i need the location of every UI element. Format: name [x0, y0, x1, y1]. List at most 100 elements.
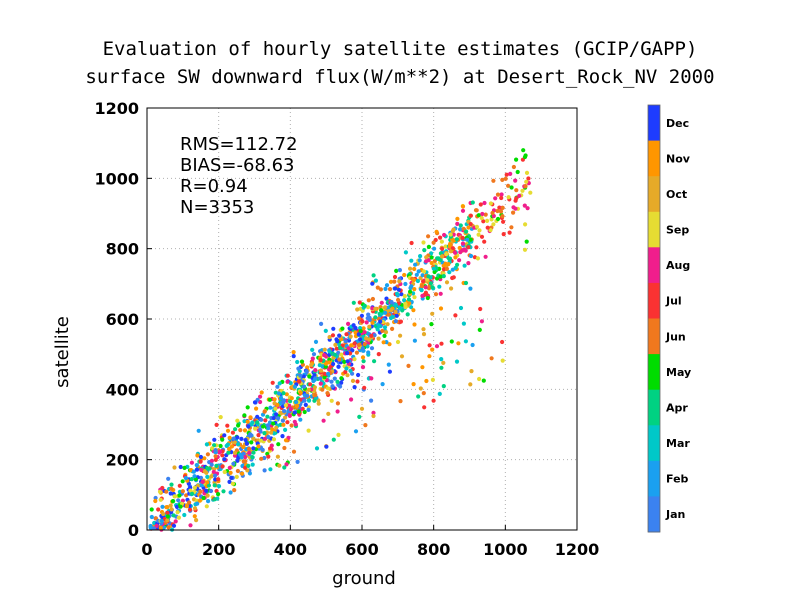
scatter-point — [366, 312, 371, 317]
scatter-point — [331, 361, 336, 367]
scatter-point — [276, 442, 281, 447]
scatter-point — [288, 407, 293, 412]
scatter-point — [332, 352, 337, 357]
scatter-point — [463, 280, 469, 286]
scatter-point — [298, 390, 303, 395]
scatter-point — [523, 222, 528, 227]
scatter-point — [394, 268, 399, 273]
scatter-point — [475, 256, 480, 261]
scatter-point — [184, 504, 189, 509]
scatter-point — [318, 376, 323, 381]
colorbar-swatch — [648, 425, 660, 462]
scatter-point — [187, 500, 192, 505]
scatter-point — [397, 268, 402, 273]
scatter-point — [222, 457, 227, 462]
scatter-point — [195, 501, 200, 506]
scatter-point — [383, 305, 388, 310]
scatter-point — [371, 410, 376, 415]
scatter-point — [161, 511, 166, 517]
scatter-point — [402, 272, 407, 278]
scatter-point — [465, 237, 470, 242]
scatter-point — [313, 339, 319, 344]
scatter-point — [482, 200, 487, 206]
scatter-point — [273, 406, 278, 411]
scatter-point — [154, 523, 159, 529]
scatter-point — [306, 407, 311, 412]
scatter-point — [430, 311, 435, 316]
scatter-point — [461, 321, 466, 326]
scatter-point — [411, 382, 416, 387]
scatter-point — [444, 252, 449, 257]
scatter-point — [406, 297, 412, 302]
scatter-point — [258, 438, 263, 443]
scatter-point — [466, 245, 471, 250]
scatter-point — [209, 462, 214, 467]
scatter-point — [387, 342, 392, 347]
scatter-point — [447, 242, 453, 247]
scatter-point — [243, 455, 248, 460]
scatter-point — [243, 459, 248, 464]
scatter-point — [345, 351, 350, 356]
scatter-point — [434, 344, 440, 349]
scatter-point — [427, 354, 432, 359]
colorbar-swatch — [648, 389, 660, 426]
scatter-point — [469, 369, 474, 374]
scatter-point — [228, 470, 233, 475]
scatter-point — [433, 292, 439, 297]
scatter-point — [413, 262, 418, 267]
scatter-point — [460, 241, 466, 246]
scatter-point — [468, 253, 474, 259]
scatter-point — [513, 178, 518, 183]
scatter-point — [509, 185, 514, 190]
scatter-point — [236, 442, 241, 447]
scatter-point — [421, 240, 426, 245]
scatter-point — [149, 514, 154, 520]
scatter-point — [395, 291, 400, 296]
scatter-point — [441, 274, 446, 279]
scatter-point — [338, 345, 343, 350]
scatter-point — [212, 437, 217, 442]
scatter-point — [266, 454, 271, 459]
scatter-point — [192, 514, 197, 519]
scatter-point — [149, 507, 154, 512]
scatter-point — [342, 359, 347, 364]
scatter-point — [276, 391, 282, 396]
scatter-point — [229, 444, 235, 449]
scatter-point — [251, 446, 256, 451]
scatter-point — [417, 258, 422, 263]
scatter-point — [398, 399, 403, 404]
scatter-point — [438, 306, 444, 311]
scatter-point — [362, 303, 367, 308]
scatter-point — [528, 190, 533, 195]
scatter-point — [194, 463, 199, 468]
scatter-point — [350, 348, 355, 353]
scatter-point — [311, 352, 317, 357]
scatter-point — [194, 518, 199, 523]
scatter-point — [190, 491, 195, 496]
scatter-point — [174, 504, 180, 509]
scatter-point — [316, 401, 321, 406]
scatter-point — [205, 452, 210, 457]
scatter-point — [349, 343, 354, 348]
scatter-point — [458, 223, 463, 228]
scatter-point — [314, 446, 320, 451]
scatter-point — [406, 363, 411, 368]
scatter-point — [173, 519, 178, 524]
scatter-point — [198, 489, 203, 494]
scatter-point — [291, 449, 297, 454]
scatter-point — [466, 225, 471, 230]
scatter-point — [339, 376, 344, 381]
scatter-point — [424, 378, 429, 384]
scatter-point — [268, 446, 273, 451]
scatter-point — [170, 499, 175, 504]
scatter-point — [356, 332, 361, 337]
scatter-point — [443, 244, 448, 249]
scatter-point — [460, 248, 465, 253]
scatter-point — [399, 292, 404, 297]
scatter-point — [493, 196, 498, 201]
scatter-point — [422, 248, 427, 253]
scatter-point — [411, 277, 416, 282]
scatter-point — [246, 463, 251, 468]
scatter-point — [449, 286, 454, 291]
scatter-point — [352, 357, 357, 362]
